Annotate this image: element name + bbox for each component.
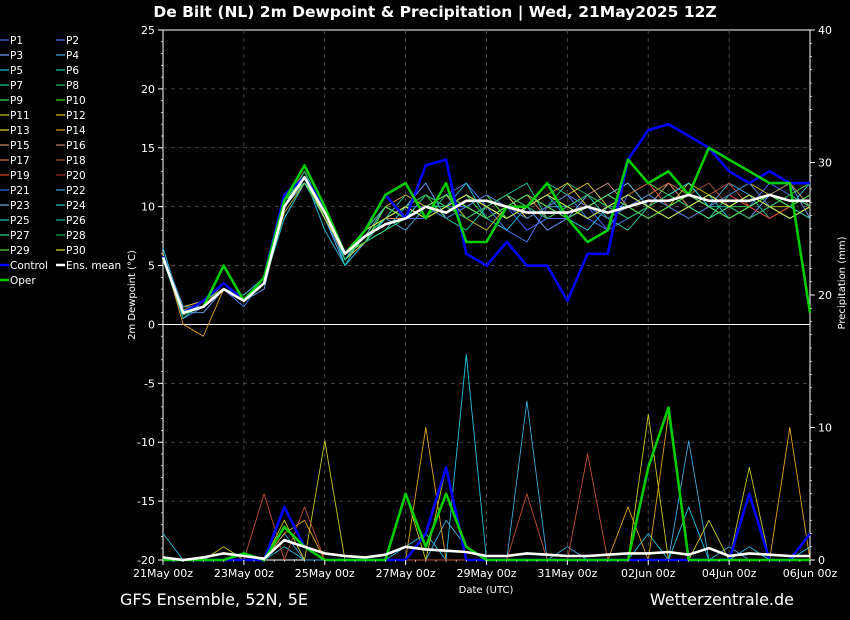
chart-title: De Bilt (NL) 2m Dewpoint & Precipitation… [153, 3, 716, 22]
legend-label: P8 [66, 80, 79, 92]
y-tick-label: 20 [141, 83, 155, 96]
legend-label: P11 [10, 110, 30, 122]
y-tick-label: 10 [141, 201, 155, 214]
legend-label: P27 [10, 230, 30, 242]
legend-label: P7 [10, 80, 23, 92]
legend-label: P24 [66, 200, 86, 212]
legend-label: P9 [10, 95, 23, 107]
y-tick-label: 0 [148, 318, 155, 331]
legend-label: P26 [66, 215, 86, 227]
legend-label: P18 [66, 155, 86, 167]
legend-label: P14 [66, 125, 86, 137]
x-tick-label: 06Jun 00z [783, 567, 838, 580]
dewpoint-series-line [161, 175, 810, 314]
legend-label: P4 [66, 50, 79, 62]
dewpoint-lines [161, 122, 812, 337]
legend-label: Ens. mean [66, 260, 121, 272]
x-tick-label: 04Jun 00z [702, 567, 757, 580]
legend-label: P25 [10, 215, 30, 227]
y-tick-label: -5 [144, 377, 155, 390]
legend-label: P12 [66, 110, 86, 122]
x-tick-label: 25May 00z [295, 567, 355, 580]
x-axis-label: Date (UTC) [459, 585, 514, 596]
legend-label: P6 [66, 65, 79, 77]
y-tick-label: 5 [148, 260, 155, 273]
legend-label: P22 [66, 185, 86, 197]
legend-label: P10 [66, 95, 86, 107]
legend-label: P17 [10, 155, 30, 167]
y2-tick-label: 0 [818, 554, 825, 567]
y2-tick-label: 10 [818, 422, 832, 435]
axes: -20 -15 -10 -5 0 5 10 15 20 25 0 10 20 30 40 21May 00z 2… [133, 24, 837, 580]
y-tick-label: -15 [137, 495, 155, 508]
y-tick-label: 15 [141, 142, 155, 155]
footer-model: GFS Ensemble, 52N, 5E [120, 590, 308, 609]
y-tick-label: 25 [141, 24, 155, 37]
y-tick-label: -10 [137, 436, 155, 449]
x-tick-label: 27May 00z [376, 567, 436, 580]
footer-site: Wetterzentrale.de [650, 590, 794, 609]
legend-label: Oper [10, 275, 36, 287]
legend-label: P1 [10, 35, 23, 47]
y2-tick-label: 20 [818, 289, 832, 302]
legend-label: P20 [66, 170, 86, 182]
x-tick-label: 23May 00z [214, 567, 274, 580]
x-tick-label: 29May 00z [456, 567, 516, 580]
legend-label: P5 [10, 65, 23, 77]
legend-label: P13 [10, 125, 30, 137]
precip-series-line [162, 538, 810, 562]
legend-label: P15 [10, 140, 30, 152]
legend-label: P21 [10, 185, 30, 197]
dewpoint-series-line [161, 146, 812, 314]
legend-label: P16 [66, 140, 86, 152]
legend-label: P23 [10, 200, 30, 212]
y-axis-label: 2m Dewpoint (°C) [127, 250, 138, 340]
x-tick-label: 31May 00z [537, 567, 597, 580]
legend-label: P3 [10, 50, 23, 62]
legend-label: P2 [66, 35, 79, 47]
legend-label: P30 [66, 245, 86, 257]
y2-tick-label: 30 [818, 157, 832, 170]
legend-label: P29 [10, 245, 30, 257]
legend: P1 P2 P3 P4 P5 P6 P7 P8 P9 P10 P11 P12 P13 P14 P15 P16 P… [0, 35, 121, 287]
x-tick-label: 02Jun 00z [621, 567, 676, 580]
y2-tick-label: 40 [818, 24, 832, 37]
y-tick-label: -20 [137, 554, 155, 567]
legend-label: Control [10, 260, 48, 272]
legend-label: P28 [66, 230, 86, 242]
x-tick-label: 21May 00z [133, 567, 193, 580]
legend-label: P19 [10, 170, 30, 182]
y2-axis-label: Precipitation (mm) [837, 236, 848, 329]
